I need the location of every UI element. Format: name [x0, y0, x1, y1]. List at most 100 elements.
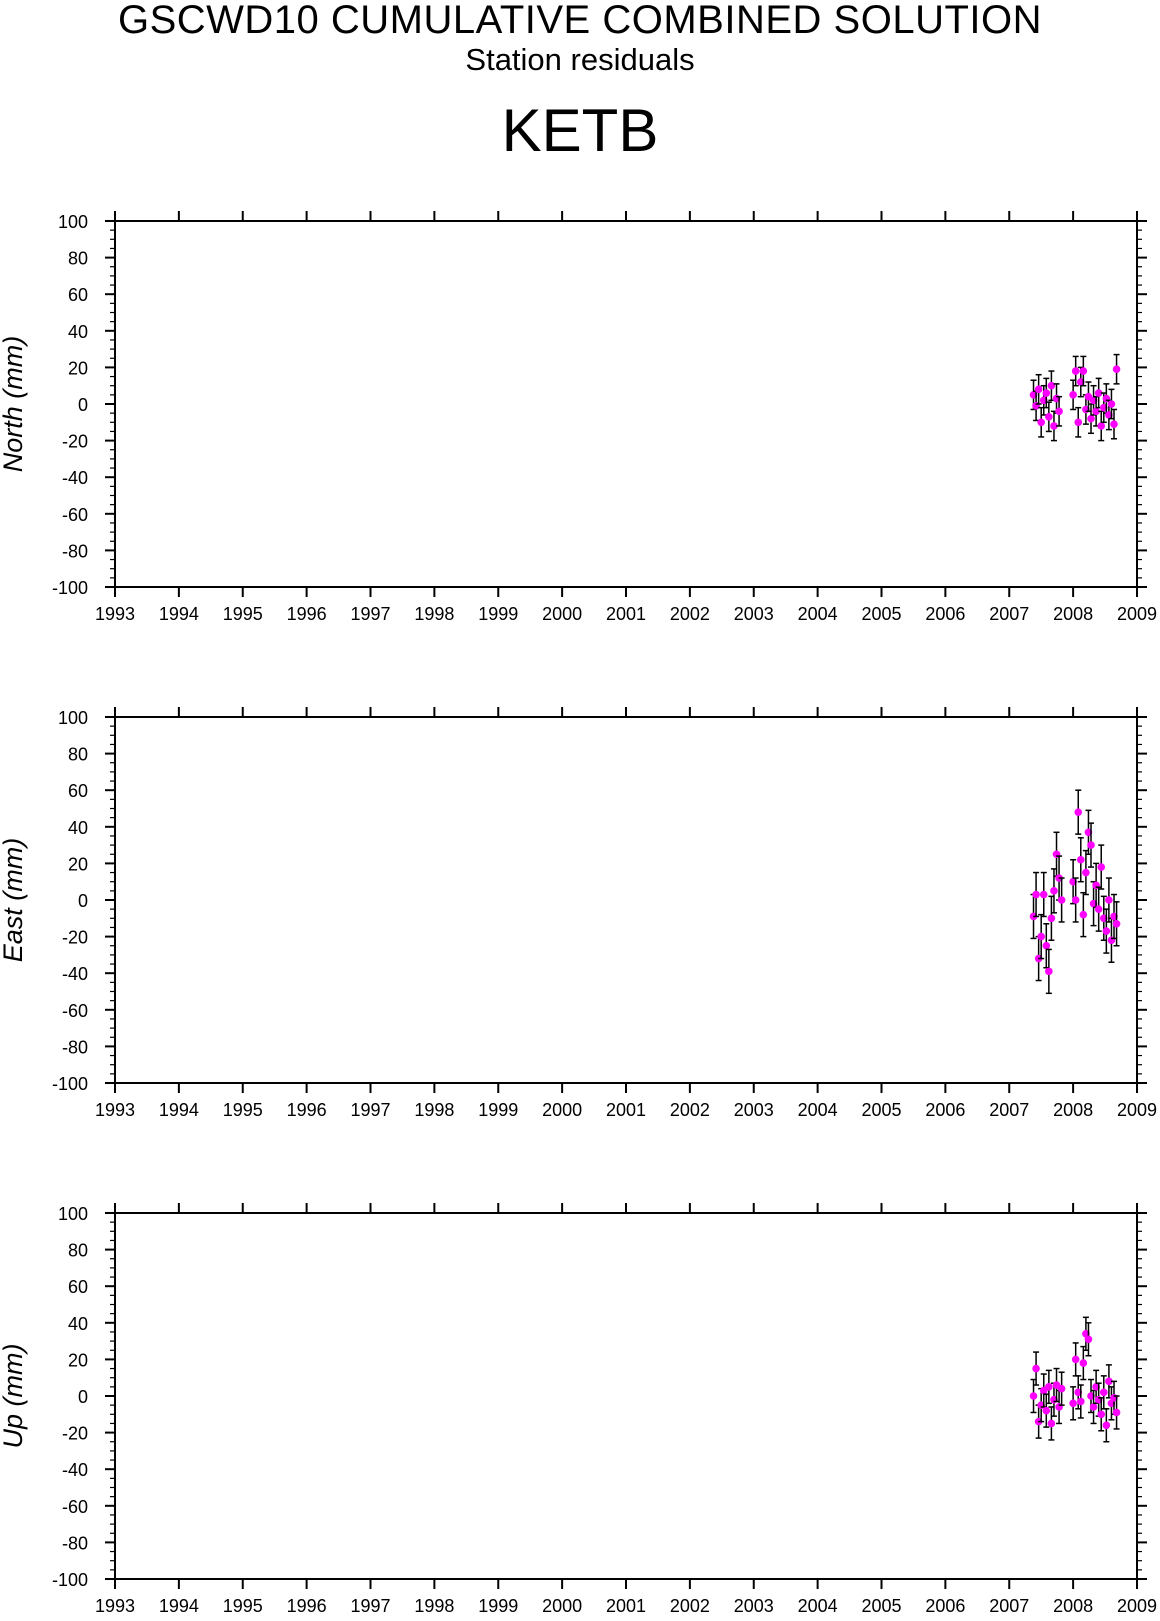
east-x-tick-label: 2000 [542, 1100, 582, 1120]
east-x-tick-label: 2001 [606, 1100, 646, 1120]
up-data-point [1076, 1397, 1085, 1406]
up-y-tick-label: -20 [62, 1424, 88, 1444]
east-data-point [1050, 887, 1058, 895]
east-x-tick-label: 1997 [350, 1100, 390, 1120]
up-x-tick-label: 2002 [670, 1596, 710, 1616]
north-data-point [1097, 422, 1106, 430]
east-data-point [1037, 932, 1045, 941]
north-x-tick-label: 1995 [223, 604, 263, 624]
east-plot-frame [114, 716, 1138, 1084]
east-data-point [1094, 905, 1103, 913]
up-x-tick-label: 2006 [925, 1596, 965, 1616]
up-data-point [1047, 1419, 1056, 1428]
east-x-tick-label: 1999 [478, 1100, 518, 1120]
east-data-point [1112, 919, 1121, 928]
north-y-tick-label: -20 [62, 432, 88, 452]
north-y-tick-label: 20 [68, 358, 88, 378]
east-y-tick-label: -80 [62, 1037, 88, 1057]
north-y-axis-label: North (mm) [0, 336, 28, 473]
east-y-tick-label: -20 [62, 928, 88, 948]
up-data-point [1102, 1421, 1111, 1430]
north-x-tick-label: 1993 [95, 604, 135, 624]
up-panel: 1993 1994 1995 1996 1997 1998 1999 2000 2001 2002… [0, 1203, 1157, 1616]
east-data-point [1032, 890, 1040, 899]
east-x-tick-label: 2003 [734, 1100, 774, 1120]
up-x-tick-label: 1998 [414, 1596, 454, 1616]
east-x-tick-label: 2002 [670, 1100, 710, 1120]
east-data-point [1071, 896, 1080, 904]
up-y-tick-label: 60 [68, 1277, 88, 1297]
north-y-tick-label: -80 [62, 541, 88, 561]
east-y-tick-label: -60 [62, 1001, 88, 1021]
up-x-tick-label: 2004 [798, 1596, 838, 1616]
north-data-point [1112, 365, 1121, 374]
east-panel: 1993 1994 1995 1996 1997 1998 1999 2000 2001 2002… [0, 707, 1157, 1120]
up-data-point [1112, 1408, 1121, 1417]
north-plot-frame [114, 220, 1138, 588]
east-data-point [1102, 927, 1111, 935]
north-y-tick-label: -100 [52, 578, 88, 598]
up-data-point [1097, 1410, 1106, 1419]
east-y-tick-label: -100 [52, 1074, 88, 1094]
north-y-tick-label: 0 [78, 395, 88, 415]
north-y-tick-label: -60 [62, 505, 88, 525]
north-y-tick-label: -40 [62, 468, 88, 488]
east-data-point [1047, 914, 1056, 923]
east-data-point [1082, 868, 1090, 877]
north-y-tick-label: 80 [68, 249, 88, 269]
up-data-point [1029, 1392, 1038, 1400]
east-data-point [1045, 967, 1053, 976]
east-x-tick-label: 1994 [159, 1100, 199, 1120]
up-y-tick-label: 20 [68, 1350, 88, 1370]
north-data-point [1110, 420, 1118, 428]
up-x-tick-label: 1994 [159, 1596, 199, 1616]
east-x-tick-label: 2006 [925, 1100, 965, 1120]
up-x-tick-label: 2005 [861, 1596, 901, 1616]
north-x-tick-label: 1994 [159, 604, 199, 624]
east-y-tick-label: 80 [68, 745, 88, 765]
up-data-point [1042, 1406, 1051, 1415]
east-x-tick-label: 1993 [95, 1100, 135, 1120]
up-x-tick-label: 1993 [95, 1596, 135, 1616]
north-data-point [1087, 414, 1095, 423]
north-x-tick-label: 1997 [350, 604, 390, 624]
up-data-point [1089, 1403, 1098, 1411]
north-data-point [1050, 422, 1058, 430]
north-x-tick-label: 2002 [670, 604, 710, 624]
east-data-point [1076, 855, 1085, 864]
up-y-tick-label: 80 [68, 1241, 88, 1261]
east-y-tick-label: 0 [78, 891, 88, 911]
north-x-tick-label: 2003 [734, 604, 774, 624]
up-x-tick-label: 2000 [542, 1596, 582, 1616]
east-x-tick-label: 1998 [414, 1100, 454, 1120]
east-x-tick-label: 2007 [989, 1100, 1029, 1120]
north-y-tick-label: 40 [68, 322, 88, 342]
east-y-tick-label: 100 [58, 708, 88, 728]
east-x-tick-label: 2004 [798, 1100, 838, 1120]
up-y-tick-label: -40 [62, 1460, 88, 1480]
up-data-point [1071, 1355, 1080, 1364]
up-plot-frame [114, 1212, 1138, 1580]
up-data-point [1032, 1364, 1040, 1373]
north-y-tick-label: 100 [58, 212, 88, 232]
east-y-tick-label: 40 [68, 818, 88, 838]
up-x-tick-label: 1996 [287, 1596, 327, 1616]
north-data-point [1069, 391, 1077, 399]
north-x-tick-label: 2009 [1117, 604, 1157, 624]
north-data-point [1094, 389, 1103, 397]
up-x-tick-label: 2008 [1053, 1596, 1093, 1616]
north-data-point [1034, 385, 1043, 394]
east-data-point [1087, 841, 1095, 849]
up-data-point [1099, 1388, 1108, 1397]
north-x-tick-label: 2008 [1053, 604, 1093, 624]
east-x-tick-label: 1996 [287, 1100, 327, 1120]
north-data-point [1047, 381, 1056, 390]
east-data-point [1097, 863, 1106, 871]
chart-subtitle: Station residuals [465, 42, 695, 77]
north-panel: 1993 1994 1995 1996 1997 1998 1999 2000 2001 2002… [0, 211, 1157, 624]
east-data-point [1039, 890, 1048, 899]
north-data-point [1092, 407, 1100, 416]
east-data-point [1057, 896, 1066, 904]
up-y-tick-label: -80 [62, 1533, 88, 1553]
